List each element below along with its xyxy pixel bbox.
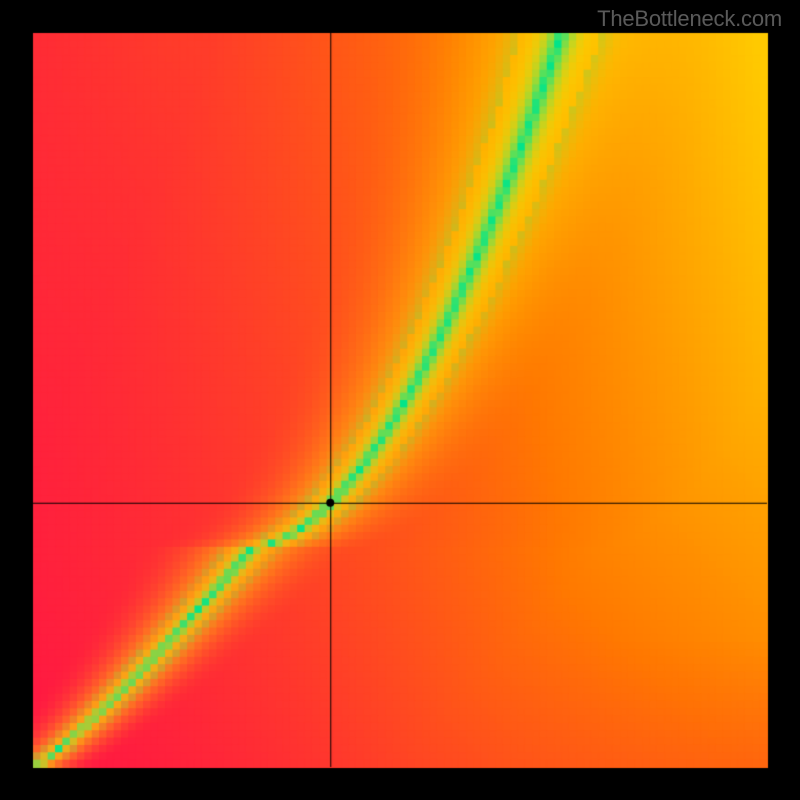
- chart-container: TheBottleneck.com: [0, 0, 800, 800]
- bottleneck-heatmap: [0, 0, 800, 800]
